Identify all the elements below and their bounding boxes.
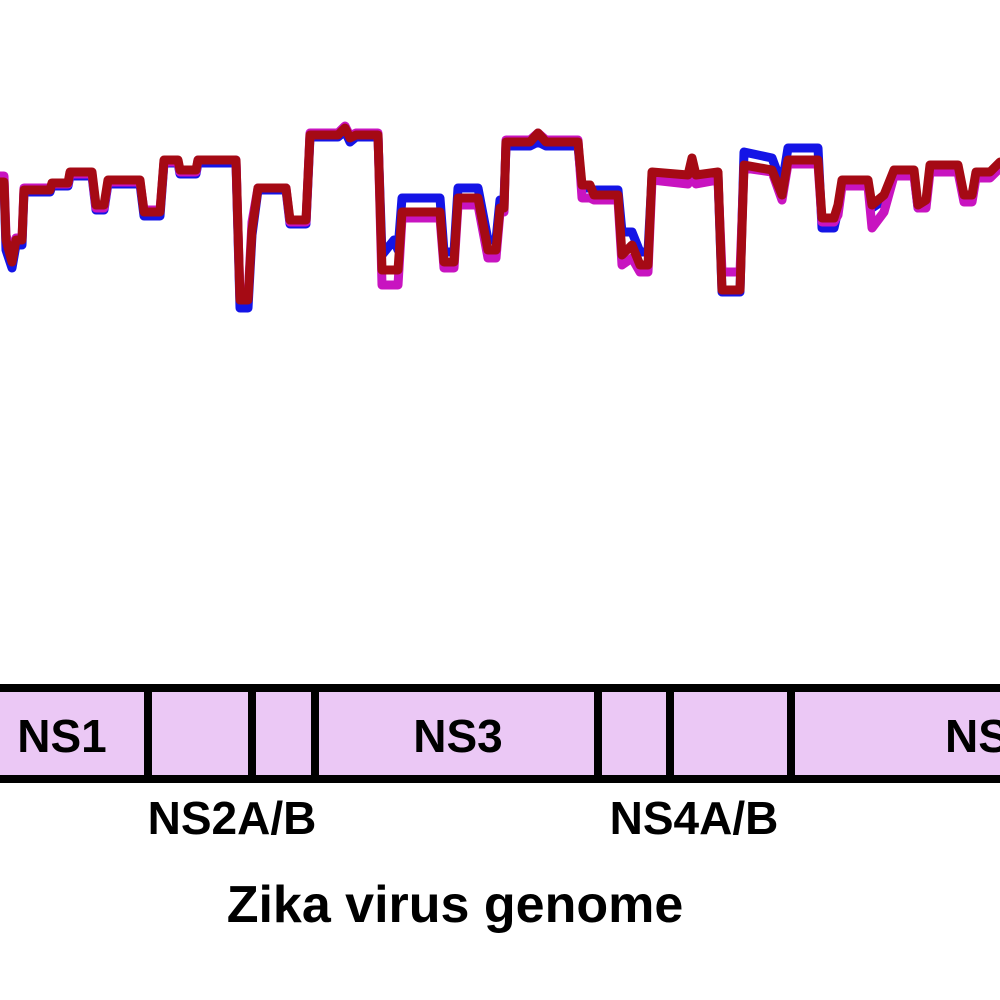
trace-lines [0,121,1000,313]
segment-label-ns3: NS3 [413,710,502,762]
trace-red-line [0,123,1000,305]
genome-bar-rect [0,684,1000,783]
segment-label-ns2ab: NS2A/B [148,792,317,844]
segment-dividers [144,688,795,779]
chart-title: Zika virus genome [227,876,684,934]
segment-label-ns5: NS [945,710,1000,762]
genome-bar [0,684,1000,783]
segment-label-ns4ab: NS4A/B [610,792,779,844]
segment-label-ns1: NS1 [17,710,106,762]
